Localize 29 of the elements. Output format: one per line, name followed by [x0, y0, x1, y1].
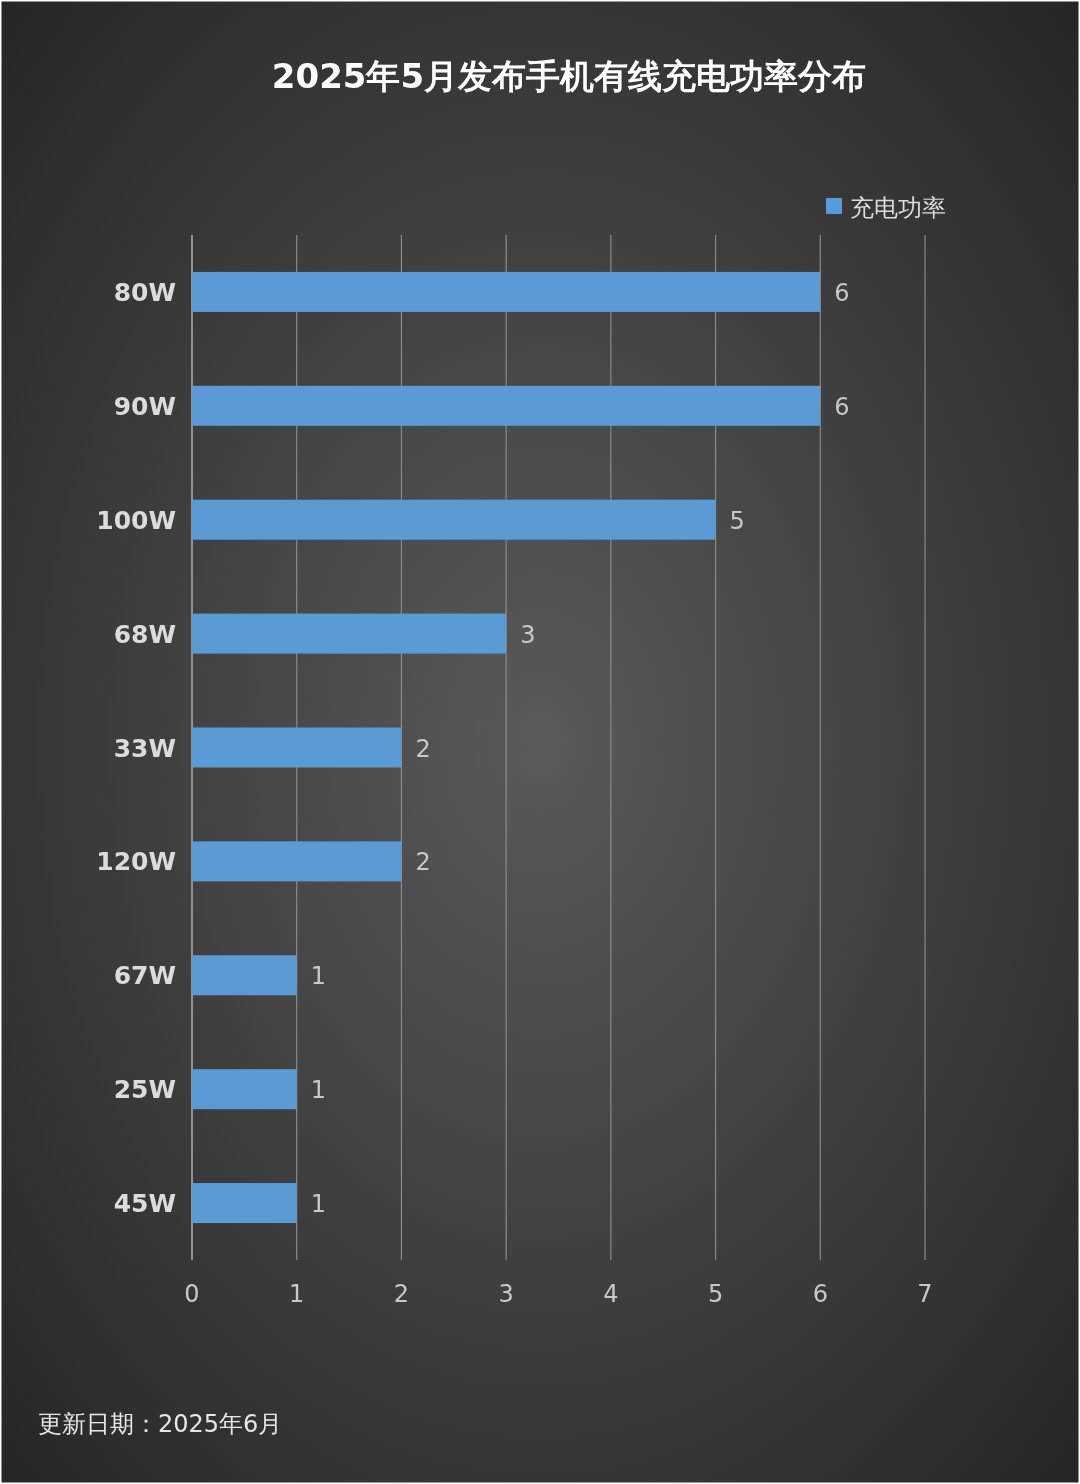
data-label: 1: [310, 1190, 326, 1219]
x-tick-label: 1: [289, 1280, 305, 1308]
x-tick-label: 3: [498, 1280, 514, 1308]
y-tick-label: 120W: [96, 847, 176, 877]
y-tick-label: 80W: [113, 277, 176, 307]
x-tick-label: 0: [184, 1280, 200, 1308]
chart-title: 2025年5月发布手机有线充电功率分布: [271, 56, 867, 96]
x-tick-label: 4: [603, 1280, 619, 1308]
text: 更新日期：2025年6月: [38, 1410, 283, 1438]
x-tick-label: 2: [393, 1280, 410, 1308]
data-label: 6: [834, 392, 850, 421]
y-tick-label: 68W: [113, 619, 176, 649]
data-label: 5: [729, 506, 745, 535]
legend-label: 充电功率: [850, 194, 946, 222]
y-tick-label: 90W: [113, 391, 176, 421]
y-tick-label: 45W: [113, 1189, 176, 1219]
data-label: 2: [415, 848, 431, 877]
x-tick-label: 5: [707, 1280, 724, 1308]
data-label: 1: [310, 1076, 326, 1105]
x-tick-label: 7: [917, 1280, 933, 1308]
data-label: 3: [520, 620, 536, 649]
data-label: 1: [310, 962, 326, 991]
y-tick-label: 33W: [113, 733, 176, 763]
data-label: 2: [415, 734, 431, 763]
y-tick-label: 25W: [113, 1075, 176, 1105]
y-tick-label: 100W: [96, 505, 176, 535]
data-label: 6: [834, 278, 850, 307]
x-tick-label: 6: [812, 1280, 828, 1308]
y-tick-label: 67W: [113, 961, 176, 991]
